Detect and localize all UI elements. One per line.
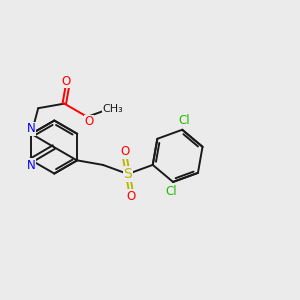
Text: S: S: [124, 167, 132, 181]
Text: O: O: [120, 145, 129, 158]
Text: Cl: Cl: [166, 185, 177, 198]
Text: Cl: Cl: [178, 114, 190, 127]
Text: O: O: [61, 75, 71, 88]
Text: O: O: [84, 116, 93, 128]
Text: O: O: [126, 190, 136, 202]
Text: N: N: [27, 159, 36, 172]
Text: N: N: [27, 122, 36, 135]
Text: CH₃: CH₃: [103, 104, 123, 114]
